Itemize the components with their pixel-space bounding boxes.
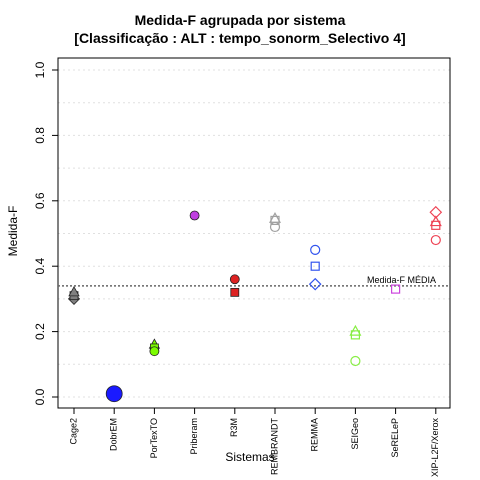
data-point-square	[270, 215, 280, 226]
x-tick-label: R3M	[229, 418, 239, 437]
y-tick-label: 0.6	[33, 192, 47, 209]
x-tick-label: SEIGeo	[350, 418, 360, 450]
x-tick-label: SeRELeP	[390, 418, 400, 458]
data-point-square	[350, 330, 360, 340]
y-tick-label: 0.4	[33, 258, 47, 275]
data-point-circle	[350, 355, 361, 367]
grid	[58, 69, 450, 398]
data-point-square	[230, 287, 240, 297]
reference-line-group: Medida-F MÉDIA	[58, 275, 450, 287]
data-point-square	[431, 220, 441, 230]
reference-line-label: Medida-F MÉDIA	[367, 275, 436, 285]
data-point-circle	[229, 274, 240, 285]
data-point-circle	[189, 210, 200, 221]
data-point-square	[391, 284, 401, 294]
chart-title: Medida-F agrupada por sistema	[134, 12, 346, 28]
x-axis-title: Sistemas	[225, 450, 275, 464]
x-tick-label: PorTexTO	[149, 418, 159, 458]
y-tick-label: 0.0	[33, 388, 47, 405]
data-point-circle	[269, 221, 281, 233]
x-tick-label: Cage2	[68, 418, 78, 445]
x-tick-label: REMBRANDT	[269, 418, 279, 476]
data-point-diamond	[308, 277, 322, 291]
data-point-circle	[105, 385, 123, 403]
data-point-square	[310, 261, 320, 271]
data-point-triangle	[68, 286, 80, 297]
y-axis-title: Medida-F	[6, 205, 20, 257]
data-point-circle	[310, 244, 321, 255]
data-points	[67, 205, 443, 403]
y-axis: 0.0 0.2 0.4 0.6 0.8 1.0	[33, 61, 58, 405]
x-tick-label: XIP-L2F/Xerox	[430, 418, 440, 478]
data-point-circle	[149, 346, 160, 357]
x-tick-label: REMMA	[310, 418, 320, 452]
data-point-circle	[430, 234, 441, 246]
y-tick-label: 0.8	[33, 127, 47, 144]
plot-frame	[57, 57, 451, 409]
y-tick-label: 1.0	[33, 61, 47, 78]
x-axis: Cage2 DobrEM PorTexTO Priberam R3M REMBRANDT R…	[68, 408, 440, 477]
x-tick-label: DobrEM	[109, 418, 119, 451]
y-tick-label: 0.2	[33, 323, 47, 340]
chart-subtitle: [Classificação : ALT : tempo_sonorm_Sele…	[74, 30, 406, 46]
x-tick-label: Priberam	[189, 418, 199, 455]
